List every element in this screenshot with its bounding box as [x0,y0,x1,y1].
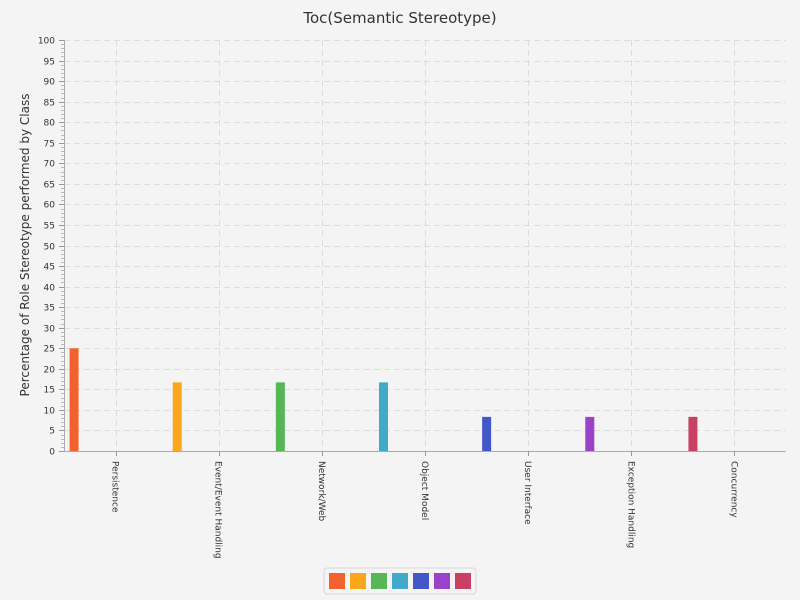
bar-concurrency [688,416,698,451]
legend-swatch[interactable] [392,573,408,589]
x-tick-label: Exception Handling [625,461,635,548]
y-tick-label: 20 [44,366,56,376]
y-tick-label: 40 [44,284,56,294]
y-tick-label: 60 [44,201,56,211]
bar-object-model [379,382,388,451]
x-tick-label: Concurrency [728,461,738,518]
legend-swatch[interactable] [434,573,450,589]
bar-exception-handling [585,416,595,451]
y-tick-label: 35 [44,304,55,314]
y-tick-label: 90 [44,78,56,88]
legend-swatch[interactable] [413,573,429,589]
bar-event-event-handling [172,382,182,451]
y-tick-label: 25 [44,345,55,355]
x-axis-tick-labels: Persistence Event/Event Handling Network/W… [110,461,739,559]
y-tick-label: 85 [44,99,55,109]
y-tick-label: 70 [44,160,56,170]
y-tick-label: 95 [44,58,55,68]
y-tick-label: 45 [44,263,55,273]
legend-swatch[interactable] [371,573,387,589]
legend-swatch[interactable] [329,573,345,589]
y-tick-label: 80 [44,119,56,129]
bar-persistence [69,348,79,451]
y-tick-label: 50 [44,243,56,253]
y-tick-label: 5 [49,427,55,437]
bars [69,348,698,451]
legend-swatch[interactable] [455,573,471,589]
y-tick-label: 75 [44,140,55,150]
y-axis-label: Percentage of Role Stereotype performed … [18,94,32,397]
x-tick-label: Object Model [419,461,429,520]
y-tick-label: 0 [49,448,55,458]
x-tick-label: User Interface [522,461,532,525]
y-tick-label: 100 [38,37,55,47]
x-tick-label: Event/Event Handling [213,461,223,559]
x-tick-label: Persistence [110,461,120,513]
y-tick-label: 65 [44,181,55,191]
x-tick-label: Network/Web [316,461,326,522]
y-tick-label: 55 [44,222,55,232]
y-tick-label: 15 [44,386,55,396]
legend [323,567,477,595]
y-tick-label: 30 [44,325,56,335]
legend-swatch[interactable] [350,573,366,589]
axes [59,40,786,456]
bar-user-interface [482,416,492,451]
y-axis-ticks: 0 5 10 15 20 25 30 35 40 45 50 55 60 65 70 75 80 85 90 95 10… [38,37,55,458]
chart-title: Toc(Semantic Stereotype) [302,9,496,27]
bar-network-web [275,382,285,451]
grid-lines [64,40,786,451]
y-tick-label: 10 [44,407,56,417]
